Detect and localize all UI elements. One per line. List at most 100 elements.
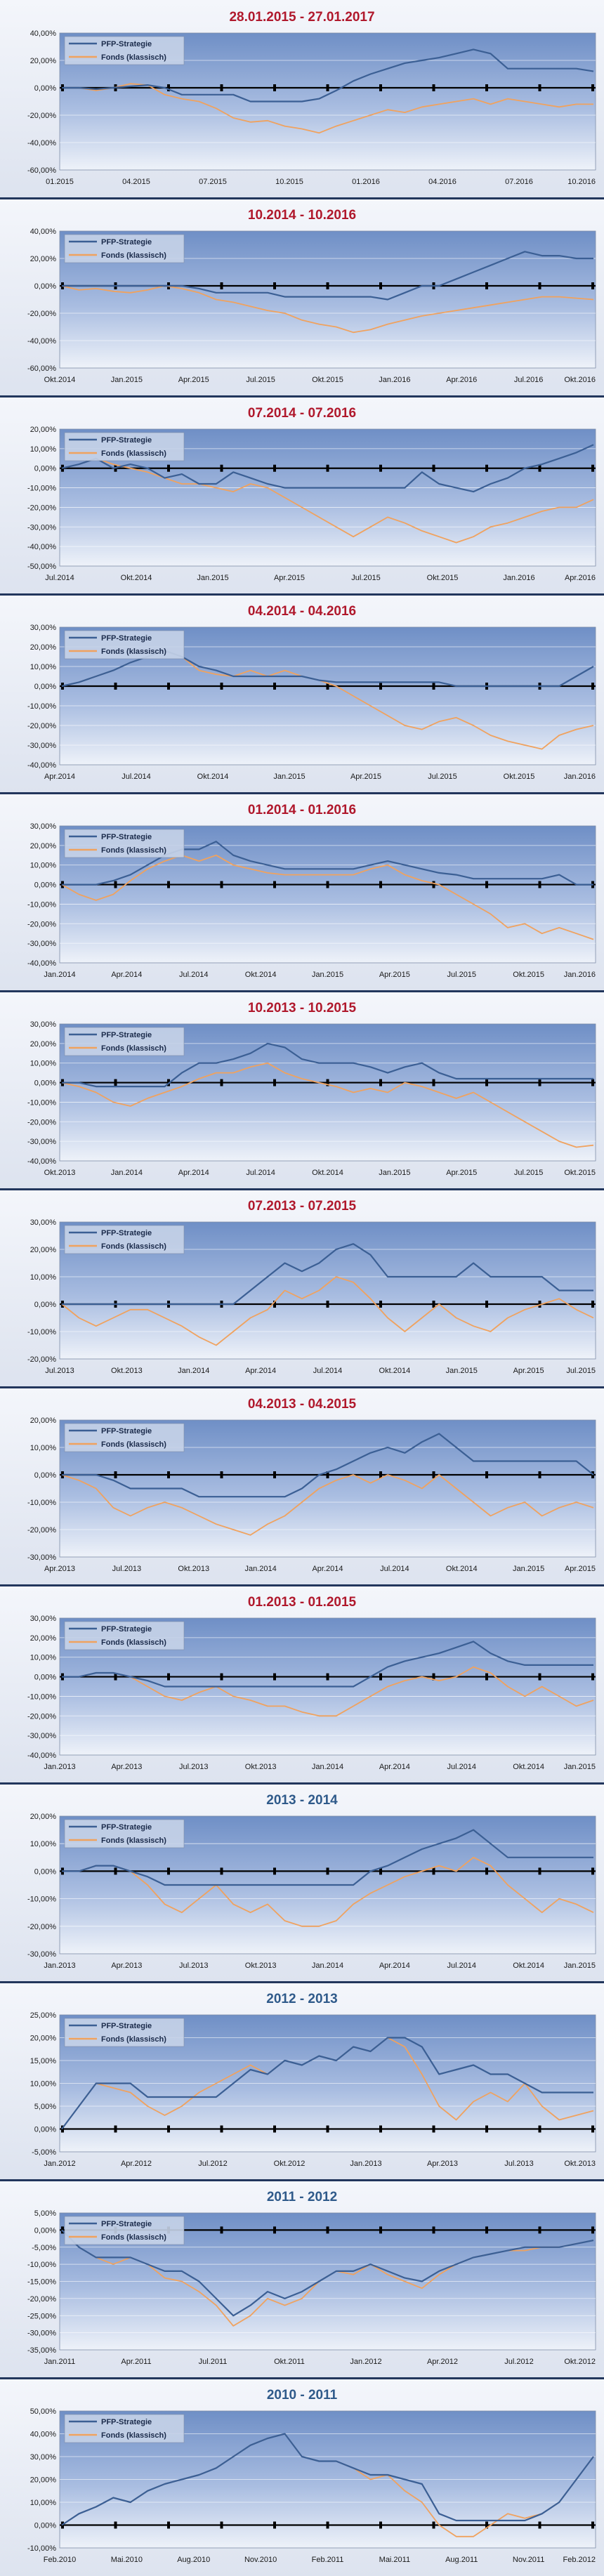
zero-line-marker <box>273 1471 276 1478</box>
y-tick-label: -60,00% <box>27 364 56 373</box>
y-tick-label: -40,00% <box>27 337 56 346</box>
chart-title: 2012 - 2013 <box>266 1992 337 2006</box>
y-tick-label: -10,00% <box>27 1693 56 1701</box>
strategy-line <box>62 841 593 886</box>
x-tick-label: Jan.2015 <box>564 1961 596 1970</box>
zero-line-marker <box>485 2226 488 2234</box>
y-tick-label: 20,00% <box>30 2035 57 2043</box>
y-tick-label: 20,00% <box>30 255 57 263</box>
y-tick-label: 0,00% <box>34 2126 56 2134</box>
x-tick-label: Apr.2015 <box>274 574 305 582</box>
zero-line-marker <box>591 282 594 289</box>
plot-area <box>59 626 596 765</box>
zero-line-marker <box>432 464 435 472</box>
x-tick-label: Jan.2016 <box>564 773 596 781</box>
legend-label-strategy: PFP-Strategie <box>101 634 152 643</box>
x-tick-label: Apr.2012 <box>121 2160 152 2168</box>
legend-label-strategy: PFP-Strategie <box>101 1031 152 1039</box>
x-tick-label: Apr.2016 <box>565 574 596 582</box>
x-tick-label: Jan.2016 <box>564 971 596 979</box>
x-tick-label: Apr.2012 <box>427 2358 458 2366</box>
legend: PFP-Strategie Fonds (klassisch) <box>64 1621 185 1650</box>
zero-line-marker <box>538 881 541 888</box>
x-tick-label: Jan.2014 <box>312 1961 343 1970</box>
legend-label-strategy: PFP-Strategie <box>101 1229 152 1237</box>
legend-label-strategy: PFP-Strategie <box>101 1823 152 1832</box>
legend-box <box>64 630 185 659</box>
legend-box <box>64 1423 185 1452</box>
y-tick-label: -20,00% <box>27 504 56 512</box>
x-tick-label: Apr.2015 <box>379 971 410 979</box>
legend-label-strategy: PFP-Strategie <box>101 2022 152 2030</box>
x-tick-label: Jan.2014 <box>111 1169 143 1177</box>
zero-line-marker <box>591 1079 594 1086</box>
chart-svg: 04.2013 - 04.2015 20,00% 10,00% 0,00% -10,00… <box>0 1387 604 1585</box>
chart-title: 04.2014 - 04.2016 <box>248 604 356 619</box>
panel-separator <box>0 792 604 794</box>
panel-separator <box>0 1188 604 1190</box>
y-tick-label: 5,00% <box>34 2209 56 2218</box>
y-tick-label: 20,00% <box>30 1813 57 1821</box>
zero-line-marker <box>167 1673 170 1681</box>
x-tick-label: Aug.2011 <box>445 2556 478 2564</box>
y-tick-label: 0,00% <box>34 84 56 93</box>
y-tick-label: -30,00% <box>27 1950 56 1959</box>
y-tick-label: -10,00% <box>27 2261 56 2269</box>
zero-line-marker <box>114 2521 117 2529</box>
zero-line-marker <box>485 1301 488 1308</box>
x-tick-label: Jul.2014 <box>246 1169 275 1177</box>
x-tick-label: Okt.2015 <box>513 971 544 979</box>
chart-panel: 10.2013 - 10.2015 30,00% 20,00% 10,00% 0,00%… <box>0 991 604 1189</box>
zero-line-marker <box>379 2125 382 2133</box>
x-tick-label: Jan.2013 <box>350 2160 381 2168</box>
x-tick-label: Jul.2015 <box>351 574 381 582</box>
panel-separator <box>0 1584 604 1586</box>
legend-label-fund: Fonds (klassisch) <box>101 1044 166 1053</box>
y-tick-label: -30,00% <box>27 523 56 532</box>
x-tick-label: Okt.2013 <box>245 1961 277 1970</box>
y-tick-label: 20,00% <box>30 426 57 434</box>
y-tick-label: 25,00% <box>30 2011 57 2020</box>
y-tick-label: -30,00% <box>27 1732 56 1740</box>
y-tick-label: 40,00% <box>30 2431 57 2439</box>
x-tick-label: Okt.2013 <box>564 2160 596 2168</box>
legend-label-fund: Fonds (klassisch) <box>101 2035 166 2044</box>
zero-line-marker <box>591 84 594 91</box>
zero-line-marker <box>538 282 541 289</box>
y-tick-label: -10,00% <box>27 2544 56 2553</box>
y-tick-label: -20,00% <box>27 310 56 318</box>
zero-line-marker <box>432 2521 435 2529</box>
x-tick-label: Mai.2011 <box>379 2556 410 2564</box>
x-tick-label: Okt.2014 <box>197 773 229 781</box>
y-tick-label: -30,00% <box>27 742 56 750</box>
chart-svg: 10.2013 - 10.2015 30,00% 20,00% 10,00% 0,00%… <box>0 991 604 1189</box>
y-tick-label: 40,00% <box>30 29 57 38</box>
zero-line-marker <box>379 1673 382 1681</box>
zero-line-marker <box>432 2226 435 2234</box>
zero-line-marker <box>114 881 117 888</box>
zero-line-marker <box>485 881 488 888</box>
legend-box <box>64 2018 185 2047</box>
y-tick-label: 0,00% <box>34 2226 56 2235</box>
zero-line-marker <box>220 683 223 690</box>
chart-panel: 01.2013 - 01.2015 30,00% 20,00% 10,00% 0,00%… <box>0 1585 604 1783</box>
zero-line-marker <box>485 464 488 472</box>
x-tick-label: 10.2015 <box>275 178 303 186</box>
x-tick-label: Feb.2011 <box>312 2556 344 2564</box>
y-tick-label: -20,00% <box>27 1712 56 1721</box>
x-tick-label: Jan.2015 <box>564 1763 596 1771</box>
zero-line-marker <box>326 881 329 888</box>
zero-line-marker <box>591 683 594 690</box>
legend-box <box>64 234 185 263</box>
panel-separator <box>0 1981 604 1983</box>
y-tick-label: -20,00% <box>27 2295 56 2304</box>
legend-label-fund: Fonds (klassisch) <box>101 846 166 855</box>
y-tick-label: -10,00% <box>27 1499 56 1507</box>
legend: PFP-Strategie Fonds (klassisch) <box>64 630 185 659</box>
zero-line-marker <box>220 2125 223 2133</box>
chart-title: 28.01.2015 - 27.01.2017 <box>229 10 374 25</box>
x-tick-label: Okt.2012 <box>564 2358 596 2366</box>
y-tick-label: -25,00% <box>27 2312 56 2320</box>
x-tick-label: Jan.2014 <box>178 1367 209 1375</box>
